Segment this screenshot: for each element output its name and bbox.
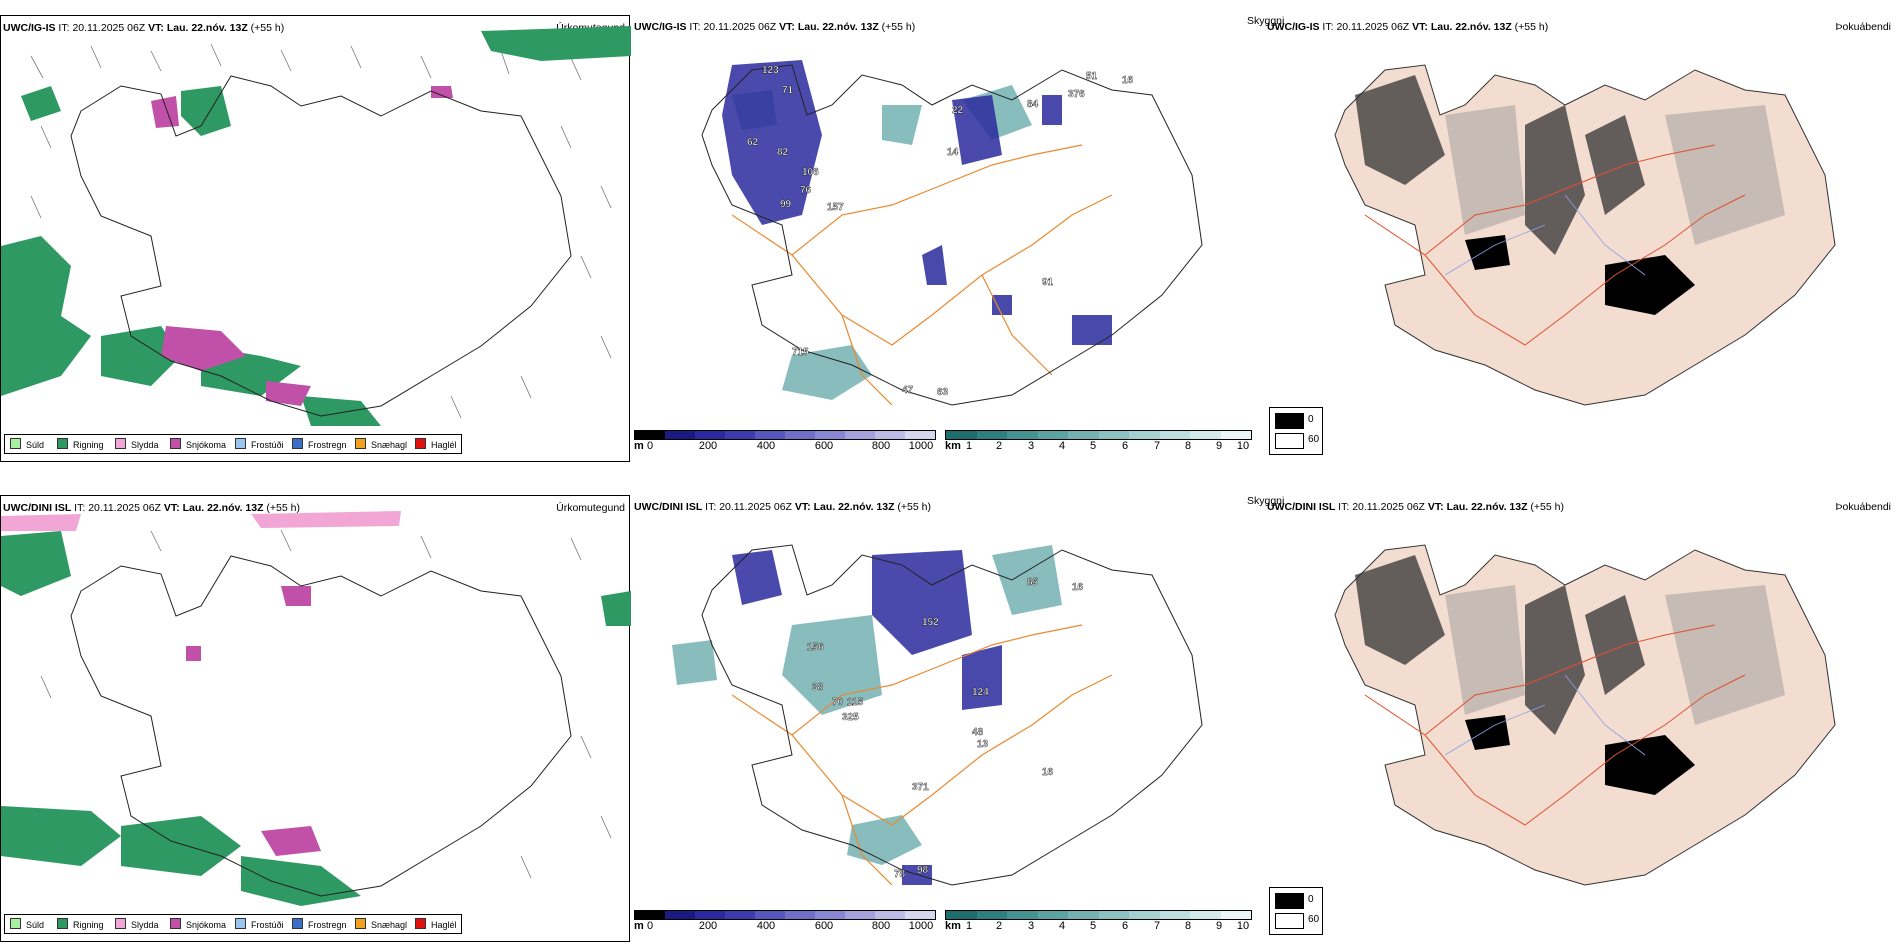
legend-swatch-high: [1275, 913, 1304, 929]
legend-item-haglel: Haglél: [415, 438, 457, 450]
panel-title: UWC/DINI ISL IT: 20.11.2025 06Z VT: Lau.…: [1267, 501, 1564, 513]
precip-type-legend: Súld Rigning Slydda Snjókoma Frostúði Fr…: [4, 434, 462, 454]
cloud-map: [1334, 544, 1836, 886]
legend-swatch-low: [1275, 893, 1304, 909]
map-label: 14: [947, 147, 959, 158]
map-label: 70: [832, 697, 844, 708]
map-label: 371: [912, 782, 929, 793]
map-label: 82: [777, 147, 789, 158]
legend-item-frostudi: Frostúði: [235, 918, 284, 930]
legend-item-snjokoma: Snjókoma: [170, 438, 226, 450]
map-label: 157: [827, 202, 844, 213]
map-label: 376: [1068, 89, 1085, 100]
map-label: 47: [902, 385, 914, 396]
map-label: 84: [1027, 99, 1039, 110]
map-label: 16: [1042, 767, 1054, 778]
legend-item-slydda: Slydda: [115, 918, 159, 930]
legend-item-sudd: Súld: [10, 438, 44, 450]
map-label: 62: [747, 137, 759, 148]
map-label: 156: [807, 642, 824, 653]
ceiling-colorbar: m 0 200 400 600 800 1000: [634, 910, 939, 936]
legend-item-frostudi: Frostúði: [235, 438, 284, 450]
ceiling-colorbar: m 0 200 400 600 800 1000: [634, 430, 939, 456]
map-label: 22: [952, 105, 964, 116]
variable-label: Úrkomutegund: [556, 502, 625, 514]
precip-type-legend: Súld Rigning Slydda Snjókoma Frostúði Fr…: [4, 914, 462, 934]
visibility-panel-top: UWC/IG-IS IT: 20.11.2025 06Z VT: Lau. 22…: [632, 15, 1262, 462]
legend-item-rigning: Rigning: [57, 438, 104, 450]
map-label: 124: [972, 687, 989, 698]
visibility-map: 123 71 62 82 106 76 99 157 376 51 16 22 …: [701, 60, 1203, 406]
map-label: 99: [780, 199, 792, 210]
map-label: 51: [1086, 71, 1098, 82]
visibility-value-labels: 123 71 62 82 106 76 99 157 376 51 16 22 …: [747, 65, 1134, 398]
panel-title: UWC/IG-IS IT: 20.11.2025 06Z VT: Lau. 22…: [1267, 21, 1549, 33]
variable-label: Þokuábendi: [1835, 501, 1891, 513]
panel-title: UWC/DINI ISL IT: 20.11.2025 06Z VT: Lau.…: [3, 502, 300, 514]
map-label: 715: [792, 347, 809, 358]
map-label: 325: [842, 712, 859, 723]
precip-type-map: [1, 511, 631, 906]
variable-label: Þokuábendi: [1835, 21, 1891, 33]
legend-item-frostregn: Frostregn: [292, 438, 347, 450]
map-label: 48: [972, 727, 984, 738]
iceland-outline: [701, 64, 1203, 406]
visibility-value-labels: 156 152 124 325 70 115 38 48 13 16 371 9…: [807, 577, 1084, 880]
snow-areas: [151, 86, 453, 406]
precip-type-panel-top: UWC/IG-IS IT: 20.11.2025 06Z VT: Lau. 22…: [0, 15, 631, 462]
legend-item-frostregn: Frostregn: [292, 918, 347, 930]
precip-type-map: [1, 26, 631, 426]
map-label: 85: [1027, 577, 1039, 588]
map-label: 16: [1072, 582, 1084, 593]
visibility-panel-bottom: UWC/DINI ISL IT: 20.11.2025 06Z VT: Lau.…: [632, 495, 1262, 942]
map-label: 78: [894, 869, 906, 880]
legend-item-snaehagl: Snæhagl: [355, 438, 407, 450]
map-label: 91: [1042, 277, 1054, 288]
map-label: 152: [922, 617, 939, 628]
map-label: 76: [800, 185, 812, 196]
precip-type-panel-bottom: UWC/DINI ISL IT: 20.11.2025 06Z VT: Lau.…: [0, 495, 631, 942]
map-label: 13: [977, 739, 989, 750]
legend-item-snjokoma: Snjókoma: [170, 918, 226, 930]
panel-title: UWC/DINI ISL IT: 20.11.2025 06Z VT: Lau.…: [634, 501, 931, 513]
legend-item-sudd: Súld: [10, 918, 44, 930]
iceland-outline: [70, 75, 572, 417]
fog-index-legend: 0 60: [1269, 887, 1323, 935]
cloud-panel-bottom: Skyggni UWC/DINI ISL IT: 20.11.2025 06Z …: [1247, 495, 1895, 942]
visibility-map: 156 152 124 325 70 115 38 48 13 16 371 9…: [672, 544, 1203, 886]
variable-label: Skyggni: [1247, 15, 1285, 27]
panel-title: UWC/IG-IS IT: 20.11.2025 06Z VT: Lau. 22…: [634, 21, 916, 33]
visibility-colorbar: km 1 2 3 4 5 6 7 8 9 10: [945, 910, 1255, 936]
visibility-colorbar: km 1 2 3 4 5 6 7 8 9 10: [945, 430, 1255, 456]
map-label: 115: [847, 697, 864, 708]
map-label: 63: [937, 387, 949, 398]
map-label: 38: [812, 682, 824, 693]
cloud-panel-top: Skyggni UWC/IG-IS IT: 20.11.2025 06Z VT:…: [1247, 15, 1895, 462]
legend-item-slydda: Slydda: [115, 438, 159, 450]
fog-index-legend: 0 60: [1269, 407, 1323, 455]
map-label: 123: [762, 65, 779, 76]
map-label: 71: [782, 85, 794, 96]
legend-item-haglel: Haglél: [415, 918, 457, 930]
legend-swatch-high: [1275, 433, 1304, 449]
legend-item-snaehagl: Snæhagl: [355, 918, 407, 930]
cloud-map: [1334, 64, 1836, 406]
map-label: 98: [917, 865, 929, 876]
map-label: 16: [1122, 75, 1134, 86]
map-label: 106: [802, 167, 819, 178]
panel-title: UWC/IG-IS IT: 20.11.2025 06Z VT: Lau. 22…: [3, 22, 285, 34]
legend-item-rigning: Rigning: [57, 918, 104, 930]
legend-swatch-low: [1275, 413, 1304, 429]
rain-areas: [1, 26, 631, 426]
variable-label: Skyggni: [1247, 495, 1285, 507]
